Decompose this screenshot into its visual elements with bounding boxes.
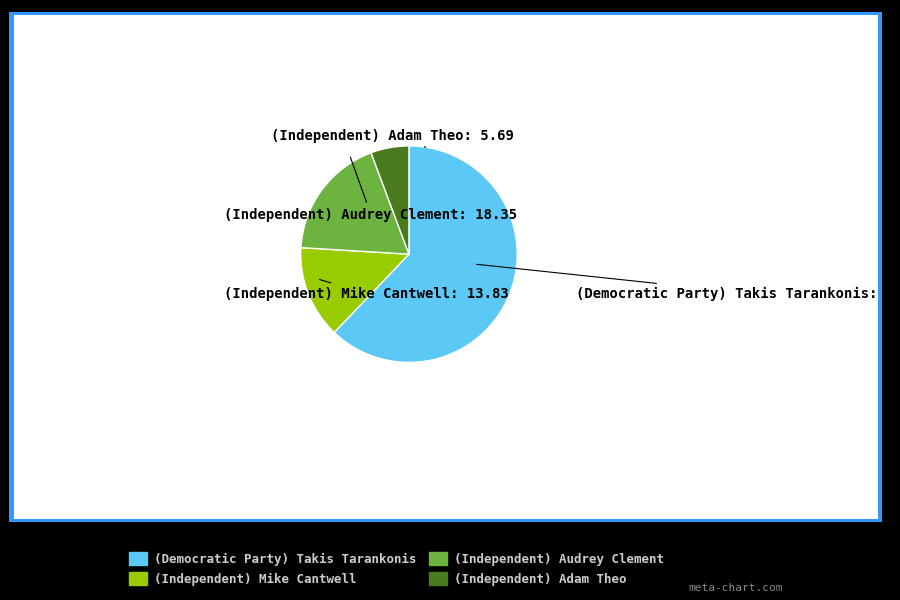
Text: (Democratic Party) Takis Tarankonis: 62.13: (Democratic Party) Takis Tarankonis: 62.…: [477, 264, 900, 301]
Wedge shape: [301, 153, 409, 254]
Legend: (Democratic Party) Takis Tarankonis, (Independent) Mike Cantwell, (Independent) : (Democratic Party) Takis Tarankonis, (In…: [123, 547, 669, 591]
Text: meta-chart.com: meta-chart.com: [688, 583, 783, 593]
Wedge shape: [301, 248, 409, 332]
Wedge shape: [334, 146, 518, 362]
Text: (Independent) Audrey Clement: 18.35: (Independent) Audrey Clement: 18.35: [224, 157, 518, 222]
Text: (Independent) Mike Cantwell: 13.83: (Independent) Mike Cantwell: 13.83: [224, 280, 509, 301]
Wedge shape: [371, 146, 409, 254]
Text: (Independent) Adam Theo: 5.69: (Independent) Adam Theo: 5.69: [271, 129, 514, 147]
